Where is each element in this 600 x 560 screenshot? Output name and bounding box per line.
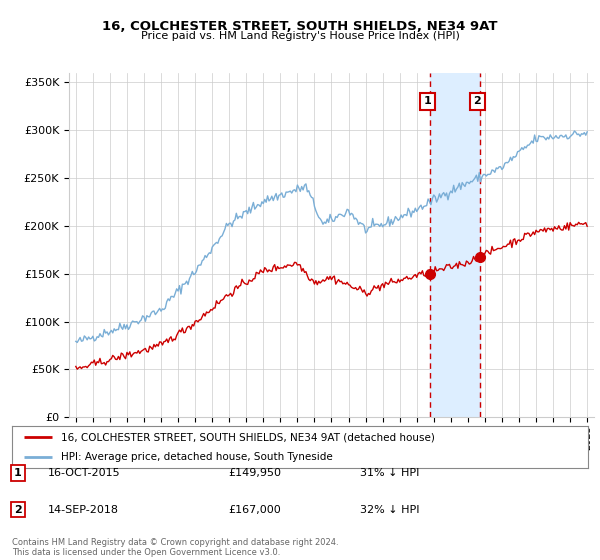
Text: 1: 1 (424, 96, 431, 106)
Text: 32% ↓ HPI: 32% ↓ HPI (360, 505, 419, 515)
Text: HPI: Average price, detached house, South Tyneside: HPI: Average price, detached house, Sout… (61, 452, 333, 462)
Bar (430, 73, 480, 417)
Text: Contains HM Land Registry data © Crown copyright and database right 2024.
This d: Contains HM Land Registry data © Crown c… (12, 538, 338, 557)
Text: 2: 2 (473, 96, 481, 106)
Text: 16, COLCHESTER STREET, SOUTH SHIELDS, NE34 9AT (detached house): 16, COLCHESTER STREET, SOUTH SHIELDS, NE… (61, 432, 435, 442)
Text: £149,950: £149,950 (228, 468, 281, 478)
Text: 2: 2 (14, 505, 22, 515)
Text: 16, COLCHESTER STREET, SOUTH SHIELDS, NE34 9AT: 16, COLCHESTER STREET, SOUTH SHIELDS, NE… (102, 20, 498, 32)
Text: 16-OCT-2015: 16-OCT-2015 (48, 468, 121, 478)
Text: 14-SEP-2018: 14-SEP-2018 (48, 505, 119, 515)
Text: £167,000: £167,000 (228, 505, 281, 515)
Text: Price paid vs. HM Land Registry's House Price Index (HPI): Price paid vs. HM Land Registry's House … (140, 31, 460, 41)
Text: 1: 1 (14, 468, 22, 478)
Text: 31% ↓ HPI: 31% ↓ HPI (360, 468, 419, 478)
